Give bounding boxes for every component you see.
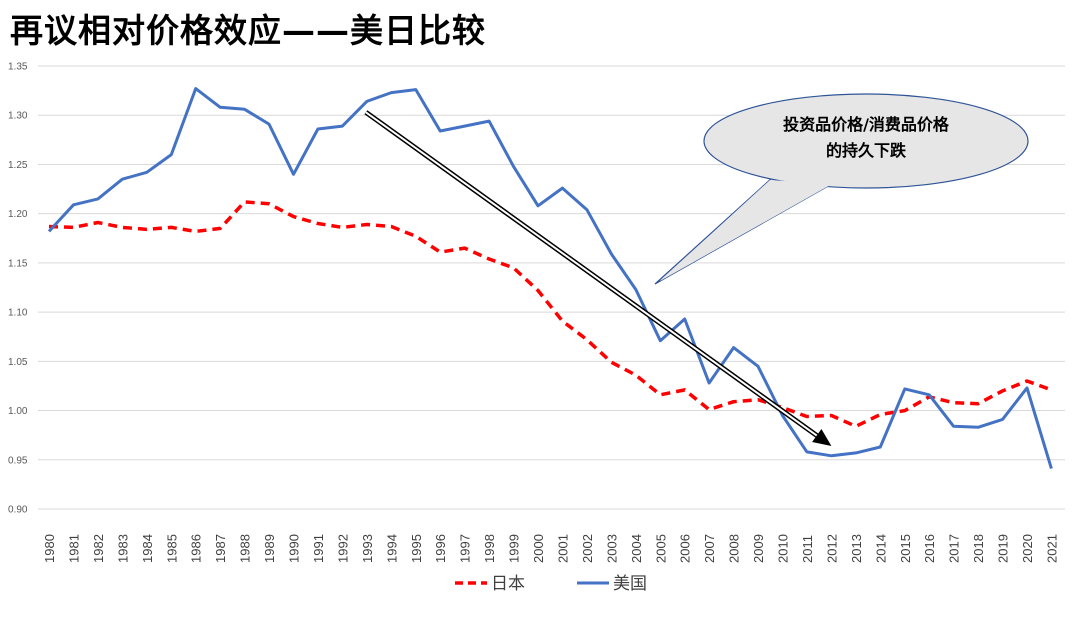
- callout-tail-fill: [660, 180, 832, 281]
- y-tick-label: 1.30: [8, 111, 28, 122]
- x-tick-label: 2019: [996, 534, 1011, 563]
- x-tick-label: 1983: [115, 534, 130, 563]
- x-tick-label: 2017: [947, 534, 962, 563]
- x-tick-label: 1994: [384, 534, 399, 563]
- x-tick-label: 1998: [482, 534, 497, 563]
- y-tick-label: 1.20: [8, 209, 28, 220]
- x-tick-label: 2013: [849, 534, 864, 563]
- callout-bubble: [703, 93, 1029, 189]
- y-tick-label: 1.05: [8, 357, 28, 368]
- x-tick-label: 1988: [238, 534, 253, 563]
- x-tick-label: 2021: [1044, 534, 1059, 563]
- y-tick-label: 1.25: [8, 160, 28, 171]
- x-tick-label: 2010: [776, 534, 791, 563]
- x-tick-label: 1981: [66, 534, 81, 563]
- x-tick-label: 1996: [433, 534, 448, 563]
- series-line-usa: [47, 87, 1053, 470]
- x-tick-label: 2011: [800, 535, 815, 563]
- x-tick-label: 1987: [213, 534, 228, 563]
- x-tick-label: 2000: [531, 534, 546, 563]
- x-tick-label: 2009: [751, 534, 766, 563]
- x-tick-label: 1997: [458, 534, 473, 563]
- y-tick-label: 1.15: [8, 258, 28, 269]
- x-tick-label: 2015: [898, 534, 913, 563]
- callout-text-line: 的持久下跌: [826, 141, 907, 160]
- y-tick-label: 1.10: [8, 308, 28, 319]
- x-tick-label: 1986: [189, 534, 204, 563]
- x-tick-label: 1995: [409, 534, 424, 563]
- x-tick-label: 1980: [42, 534, 57, 563]
- x-tick-label: 1990: [287, 534, 302, 563]
- x-tick-label: 2016: [922, 534, 937, 563]
- x-tick-label: 1999: [507, 534, 522, 563]
- x-tick-label: 2003: [604, 534, 619, 563]
- x-tick-label: 1993: [360, 534, 375, 563]
- x-tick-label: 1985: [164, 534, 179, 563]
- x-axis-ticks: 1980 1981 1982 1983 1984 1985 1986 1987 1988 1989…: [42, 534, 1059, 563]
- y-tick-label: 1.00: [8, 406, 28, 417]
- x-tick-label: 2001: [555, 534, 570, 563]
- y-tick-label: 0.95: [8, 455, 28, 466]
- x-tick-label: 2020: [1020, 534, 1035, 563]
- legend: 日本 美国: [455, 574, 647, 594]
- x-tick-label: 1982: [91, 534, 106, 563]
- x-tick-label: 1989: [262, 534, 277, 563]
- legend-label: 日本: [491, 574, 525, 594]
- gridlines: [38, 65, 1065, 510]
- callout-text-line: 投资品价格/消费品价格: [783, 115, 950, 134]
- x-tick-label: 1992: [335, 534, 350, 563]
- x-tick-label: 1991: [311, 534, 326, 563]
- y-axis-ticks: 0.90 0.95 1.00 1.05 1.10 1.15 1.20 1.25 1.30 1.35: [8, 62, 28, 516]
- x-tick-label: 1984: [140, 534, 155, 563]
- y-tick-label: 1.35: [8, 62, 28, 73]
- series-lines: [47, 87, 1053, 470]
- series-line-japan: [48, 200, 1052, 429]
- x-tick-label: 2007: [702, 534, 717, 563]
- y-tick-label: 0.90: [8, 505, 28, 516]
- x-tick-label: 2002: [580, 534, 595, 563]
- arrow-head: [812, 429, 832, 446]
- arrow-shaft-inner: [365, 111, 818, 437]
- x-tick-label: 2004: [629, 534, 644, 563]
- chart-title: 再议相对价格效应——美日比较: [10, 11, 486, 50]
- x-tick-label: 2012: [824, 534, 839, 563]
- x-tick-label: 2005: [653, 534, 668, 563]
- x-tick-label: 2018: [971, 534, 986, 563]
- x-tick-label: 2008: [727, 534, 742, 563]
- x-tick-label: 2006: [678, 534, 693, 563]
- legend-label: 美国: [613, 574, 647, 594]
- x-tick-label: 2014: [873, 534, 888, 563]
